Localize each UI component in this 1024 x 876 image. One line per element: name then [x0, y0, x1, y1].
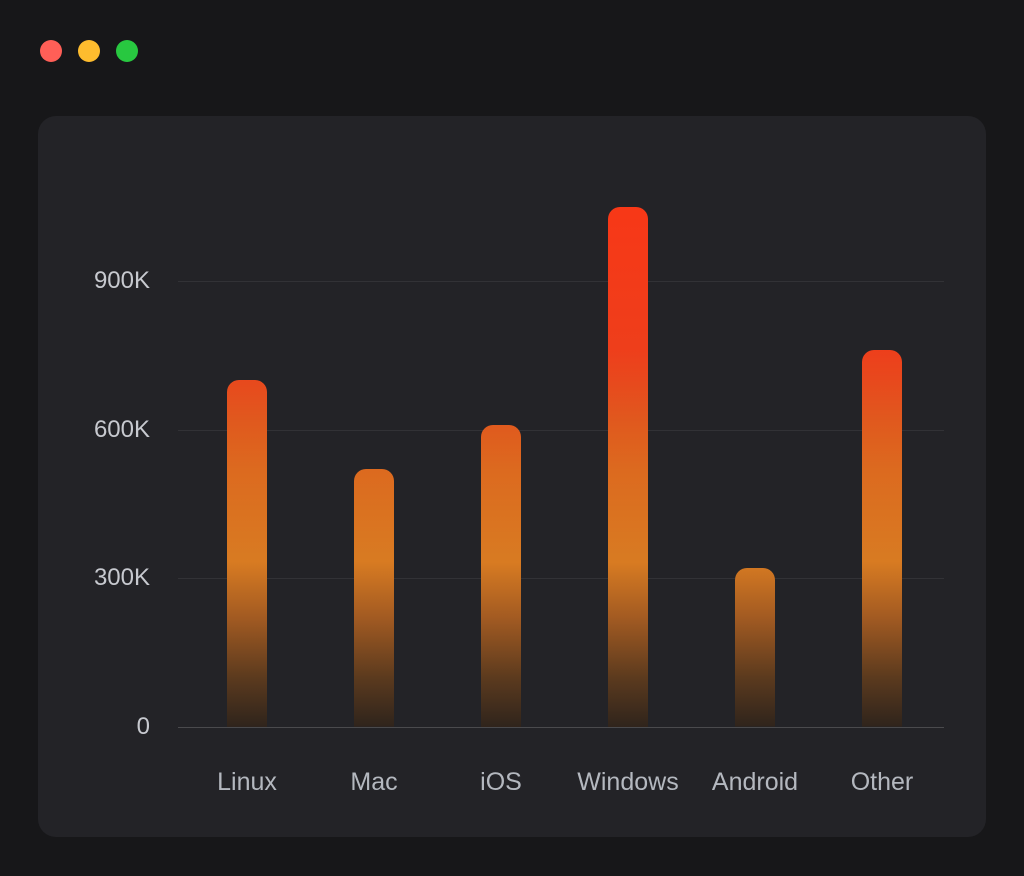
maximize-button[interactable] [116, 40, 138, 62]
chart-card: 0 300K 600K 900K Linux Mac iOS Windows Android Ot… [38, 116, 986, 837]
window-controls [40, 40, 138, 62]
bar-linux[interactable] [227, 380, 267, 727]
close-button[interactable] [40, 40, 62, 62]
x-tick-label-linux: Linux [217, 768, 277, 796]
x-tick-label-other: Other [850, 768, 914, 796]
gridline-900k [178, 281, 944, 282]
x-tick-label-ios: iOS [480, 768, 522, 796]
x-axis-line [178, 727, 944, 728]
gridline-300k [178, 578, 944, 580]
bar-other[interactable] [862, 350, 902, 727]
bar-android[interactable] [735, 568, 775, 727]
y-tick-label-600k: 600K [93, 415, 150, 443]
y-tick-label-0: 0 [136, 713, 150, 740]
minimize-button[interactable] [78, 40, 100, 62]
x-tick-label-android: Android [711, 768, 799, 796]
x-tick-label-windows: Windows [577, 768, 679, 796]
bar-chart: 0 300K 600K 900K Linux Mac iOS Windows Android Ot… [38, 116, 986, 837]
y-tick-label-900k: 900K [93, 267, 150, 294]
bar-ios[interactable] [481, 424, 521, 727]
gridline-600k [178, 429, 944, 431]
x-tick-label-mac: Mac [350, 768, 398, 796]
bar-mac[interactable] [354, 469, 394, 727]
y-tick-label-300k: 300K [93, 564, 150, 592]
bar-windows[interactable] [608, 206, 648, 727]
